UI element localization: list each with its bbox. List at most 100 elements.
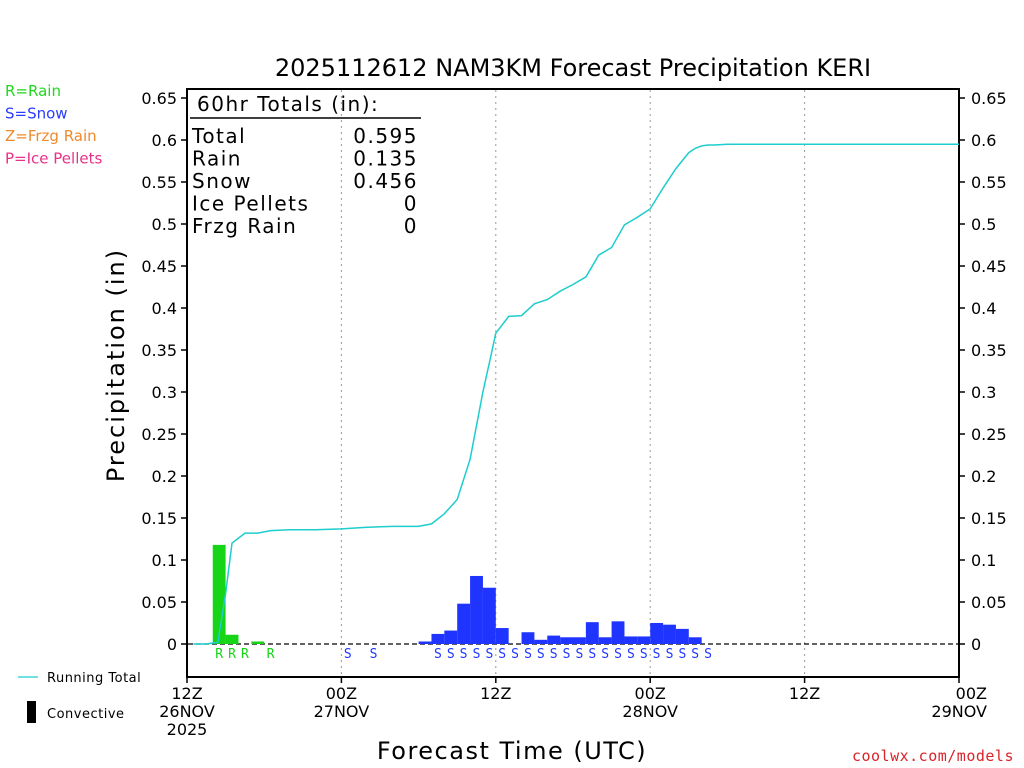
precip-type-letter: R <box>215 647 223 662</box>
precip-type-letter: S <box>460 647 468 662</box>
y-tick-label-left: 0.2 <box>152 467 177 486</box>
snow-bar <box>534 639 548 644</box>
totals-box: 60hr Totals (in): Total 0.595 Rain 0.135 Sno… <box>190 92 421 238</box>
precip-type-letter: S <box>640 647 648 662</box>
x-tick-label: 29NOV <box>931 702 987 721</box>
plot-frame <box>186 88 960 678</box>
y-tick-label-right: 0.3 <box>971 383 996 402</box>
precip-type-letter: S <box>678 647 686 662</box>
snow-bar <box>560 637 573 644</box>
totals-row-value: 0 <box>404 214 418 238</box>
snow-bar <box>521 632 535 644</box>
running-total-layer <box>193 143 959 645</box>
rain-bar <box>225 634 239 644</box>
snow-bar <box>598 637 612 644</box>
x-tick-label: 12Z <box>789 684 820 703</box>
y-tick-label-left: 0.5 <box>152 215 177 234</box>
snow-bar <box>444 630 458 644</box>
y-tick-label-left: 0.15 <box>141 509 177 528</box>
y-tick-label-right: 0.6 <box>971 131 996 150</box>
snow-bar <box>418 641 432 644</box>
snow-bar <box>495 628 509 644</box>
y-tick-label-left: 0.55 <box>141 173 177 192</box>
snow-bar <box>611 621 625 644</box>
y-tick-label-right: 0.55 <box>971 173 1007 192</box>
precip-type-letter: S <box>691 647 699 662</box>
y-tick-label-right: 0.5 <box>971 215 996 234</box>
snow-bar <box>482 587 496 644</box>
precip-type-letter: R <box>228 647 236 662</box>
totals-row-value: 0.135 <box>353 147 418 171</box>
x-tick-label: 00Z <box>956 684 987 703</box>
y-tick-label-right: 0.35 <box>971 341 1007 360</box>
snow-bar <box>470 575 483 644</box>
precip-type-letter: S <box>614 647 622 662</box>
precip-type-letter: S <box>434 647 442 662</box>
precip-type-letter: S <box>498 647 506 662</box>
precip-type-letter: S <box>485 647 493 662</box>
x-axis-title: Forecast Time (UTC) <box>377 737 647 765</box>
x-tick-label: 00Z <box>326 684 357 703</box>
running-total-legend-label: Running Total <box>47 671 141 686</box>
precip-type-letter: S <box>524 647 532 662</box>
grid-layer <box>188 90 958 676</box>
totals-row-label: Snow <box>192 169 252 193</box>
y-tick-label-right: 0 <box>971 635 981 654</box>
precip-type-letter: S <box>575 647 583 662</box>
snow-bar <box>650 623 664 644</box>
y-tick-label-left: 0.05 <box>141 593 177 612</box>
totals-row-label: Frzg Rain <box>192 214 297 238</box>
y-tick-label-left: 0.65 <box>141 89 177 108</box>
totals-row-value: 0.456 <box>353 169 418 193</box>
x-tick-label: 12Z <box>171 684 202 703</box>
snow-bar <box>431 633 445 644</box>
y-tick-label-right: 0.25 <box>971 425 1007 444</box>
precip-type-letter: S <box>511 647 519 662</box>
snow-bar <box>457 603 471 644</box>
y-tick-label-right: 0.15 <box>971 509 1007 528</box>
running-total-line <box>193 143 959 645</box>
y-tick-label-right: 0.65 <box>971 89 1007 108</box>
precip-type-letter: R <box>241 647 249 662</box>
convective-legend-swatch <box>27 701 36 723</box>
snow-bar <box>663 624 676 644</box>
totals-row-label: Rain <box>192 147 242 171</box>
snow-bar <box>573 637 586 644</box>
y-tick-label-left: 0.45 <box>141 257 177 276</box>
chart-title: 2025112612 NAM3KM Forecast Precipitation… <box>275 54 871 82</box>
totals-header: 60hr Totals (in): <box>197 92 379 116</box>
y-tick-label-right: 0.05 <box>971 593 1007 612</box>
convective-legend-label: Convective <box>47 707 125 722</box>
type-legend-item: S=Snow <box>5 105 68 123</box>
snow-bar <box>637 636 651 644</box>
precip-type-letter: S <box>563 647 571 662</box>
type-legend-item: P=Ice Pellets <box>5 150 102 168</box>
type-legend-item: Z=Frzg Rain <box>5 127 97 145</box>
snow-bar <box>675 628 689 644</box>
x-tick-label: 26NOV <box>159 702 215 721</box>
y-tick-label-left: 0.25 <box>141 425 177 444</box>
precip-type-legend: R=Rain S=Snow Z=Frzg Rain P=Ice Pellets <box>5 82 102 168</box>
totals-row-label: Total <box>191 124 246 148</box>
y-tick-label-left: 0.4 <box>152 299 177 318</box>
rain-bar <box>251 641 265 644</box>
y-tick-label-left: 0 <box>167 635 177 654</box>
precip-type-letter: S <box>447 647 455 662</box>
x-tick-label: 27NOV <box>314 702 370 721</box>
precip-type-letter: S <box>550 647 558 662</box>
y-tick-label-left: 0.6 <box>152 131 177 150</box>
x-tick-label: 12Z <box>480 684 511 703</box>
y-tick-label-left: 0.35 <box>141 341 177 360</box>
y-axis-right: 0 0.05 0.1 0.15 0.2 0.25 0.3 0.35 0.4 0.45 0.5 0.55… <box>959 89 1007 654</box>
credit-text: coolwx.com/models <box>852 747 1014 765</box>
precip-type-letter: S <box>473 647 481 662</box>
precip-type-letter: S <box>344 647 352 662</box>
totals-row-label: Ice Pellets <box>192 192 309 216</box>
snow-bar <box>547 635 561 644</box>
precip-type-letter: S <box>537 647 545 662</box>
snow-bar <box>585 622 599 644</box>
totals-row-value: 0.595 <box>353 124 418 148</box>
x-tick-label: 00Z <box>635 684 666 703</box>
